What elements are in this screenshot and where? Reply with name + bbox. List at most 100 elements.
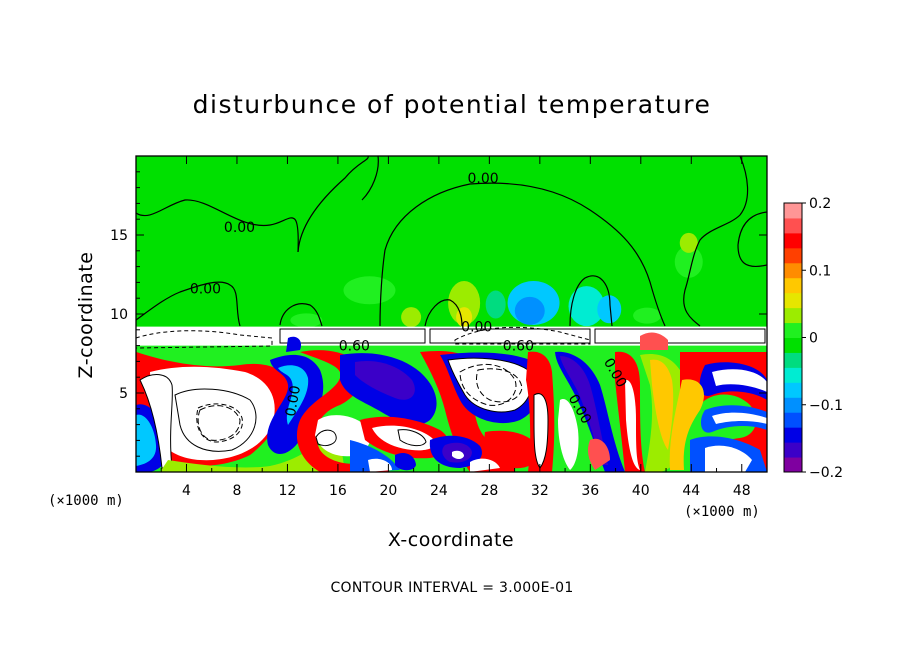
y-tick-label: 10	[110, 307, 128, 323]
zero-contour-5	[279, 303, 323, 327]
contour-label-1: 0.00	[467, 171, 498, 187]
colorbar-segment-4	[784, 412, 802, 428]
x-tick-label: 20	[379, 483, 397, 499]
lower-feature-20	[368, 458, 392, 472]
zero-contour-3	[361, 156, 379, 201]
x-axis-label: X-coordinate	[388, 529, 514, 551]
band-feature-red	[640, 332, 668, 350]
lower-feature-40	[712, 369, 767, 392]
upper-anomaly-11	[343, 276, 396, 305]
x-tick-label: 16	[329, 483, 347, 499]
lower-feature-4	[196, 403, 243, 443]
band-feature-blue	[286, 336, 302, 352]
lower-feature-15	[355, 360, 415, 400]
contour-label-2: 0.00	[224, 220, 255, 236]
colorbar-segment-11	[784, 307, 802, 324]
chart-title: disturbunce of potential temperature	[193, 90, 712, 119]
zero-contour-7	[569, 275, 613, 327]
band-contour-mid	[279, 328, 426, 344]
x-tick-label: 32	[531, 483, 549, 499]
contour-label-text: 0.00	[190, 282, 221, 298]
colorbar-segment-17	[784, 217, 802, 234]
upper-anomaly-6	[448, 280, 481, 325]
lower-feature-21	[420, 350, 515, 472]
x-tick-label: 40	[632, 483, 650, 499]
colorbar-segment-15	[784, 247, 802, 264]
lower-feature-37	[650, 359, 674, 450]
colorbar-segment-5	[784, 397, 802, 413]
upper-anomaly-8	[401, 307, 422, 328]
colorbar-segment-8	[784, 352, 802, 368]
colorbar-segment-14	[784, 262, 802, 279]
zero-contour-6	[379, 182, 666, 327]
lower-feature-6	[136, 414, 157, 466]
contour-label-4: 0.60	[339, 339, 370, 355]
colorbar-segment-3	[784, 427, 802, 443]
x-tick-label: 8	[232, 483, 241, 499]
lower-feature-32	[560, 356, 608, 465]
contour-label-5: 0.60	[503, 339, 534, 355]
x-tick-label: 44	[682, 483, 700, 499]
y-axis-label: Z-coordinate	[75, 252, 97, 379]
colorbar-tick-label: 0.1	[809, 263, 831, 279]
contour-label-text: 0.60	[503, 339, 534, 355]
upper-anomaly-10	[679, 232, 698, 253]
y-tick-label: 5	[119, 386, 128, 402]
negative-contour-2	[197, 405, 241, 441]
x-tick-label: 24	[430, 483, 448, 499]
x-axis-ticks: 4 8 12 16 20 24 28 32 36 40 44 48	[160, 156, 751, 499]
lower-feature-18	[397, 429, 427, 447]
zero-contour-1	[136, 199, 299, 253]
upper-anomaly-5	[485, 290, 506, 319]
contour-label-text: 0.00	[467, 171, 498, 187]
colorbar-segment-1	[784, 457, 802, 473]
colorbar-segment-16	[784, 232, 802, 249]
contour-label-text: 0.00	[224, 220, 255, 236]
contour-label-text: 0.00	[461, 320, 492, 336]
lower-feature-13	[315, 429, 337, 447]
zero-contour-2	[297, 156, 369, 253]
lower-feature-44	[705, 445, 752, 472]
band-contour-far-right	[594, 328, 766, 344]
colorbar: 0.2 0.1 0 −0.1 −0.2	[783, 196, 843, 481]
contour-label-text: 0.00	[283, 384, 304, 417]
lower-feature-17	[372, 425, 435, 451]
x-tick-label: 48	[733, 483, 751, 499]
upper-anomaly-4	[597, 295, 622, 324]
colorbar-segment-9	[784, 337, 802, 353]
colorbar-segment-18	[784, 203, 802, 219]
negative-contour-1	[459, 363, 517, 406]
lower-feature-35	[625, 379, 640, 470]
contour-interval-label: CONTOUR INTERVAL = 3.000E-01	[330, 580, 573, 596]
upper-anomaly-12	[633, 307, 662, 324]
colorbar-tick-label: 0.2	[809, 196, 831, 212]
colorbar-tick-label: −0.1	[809, 398, 843, 414]
x-unit-label: (×1000 m)	[684, 504, 760, 520]
colorbar-tick-label: 0	[809, 331, 818, 347]
lower-feature-10	[278, 365, 309, 425]
contour-label-7: 0.00	[283, 384, 304, 417]
x-tick-label: 36	[581, 483, 599, 499]
lower-feature-47	[470, 458, 500, 472]
colorbar-segment-10	[784, 322, 802, 338]
colorbar-segment-6	[784, 382, 802, 398]
x-tick-label: 28	[480, 483, 498, 499]
contour-label-text: 0.60	[339, 339, 370, 355]
plot-area: 0.000.000.000.60 0.600.000.00 0.000.00	[135, 155, 768, 473]
z-unit-label: (×1000 m)	[48, 493, 124, 509]
colorbar-segment-13	[784, 277, 802, 294]
y-tick-label: 15	[110, 228, 128, 244]
upper-anomaly-13	[290, 313, 323, 328]
lower-feature-7	[139, 374, 173, 469]
lower-feature-42	[712, 412, 767, 424]
upper-anomaly-2	[514, 296, 545, 325]
lower-feature-46	[395, 453, 416, 471]
x-tick-label: 12	[279, 483, 297, 499]
lower-feature-28	[484, 430, 541, 469]
zero-contour-10	[737, 211, 767, 267]
band-contour-right	[429, 328, 591, 344]
colorbar-segment-7	[784, 367, 802, 383]
y-axis-ticks: 5 10 15	[110, 171, 767, 457]
zero-contour-4	[136, 281, 241, 327]
zero-contour-8	[424, 299, 463, 327]
